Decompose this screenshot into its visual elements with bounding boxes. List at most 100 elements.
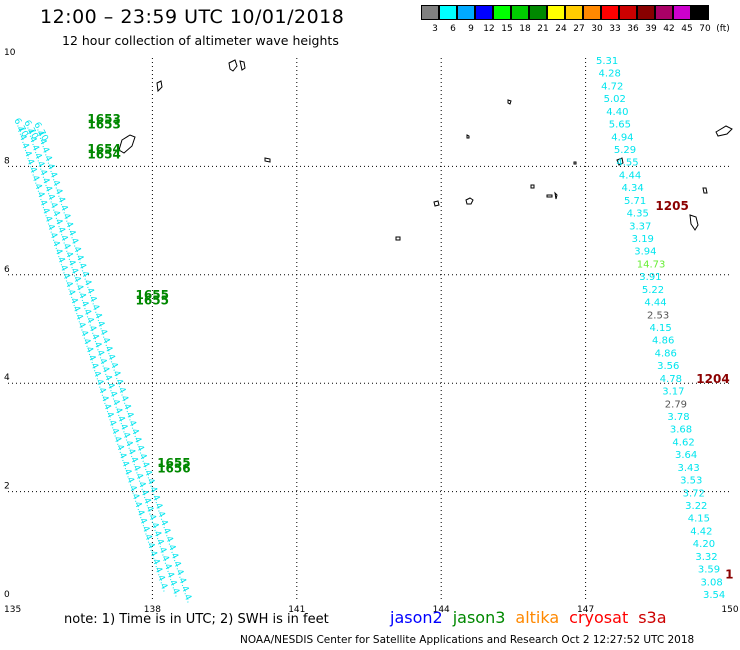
island-small-6	[546, 191, 558, 200]
left-track-value: 4.	[101, 402, 114, 414]
left-track-value: 4.	[152, 502, 165, 514]
scale-swatch-42	[655, 5, 673, 20]
left-track-value: 4.	[97, 357, 110, 369]
left-track-value: 4.	[141, 496, 154, 508]
time-label: 1655	[157, 456, 190, 470]
track-value: 4.35	[627, 209, 649, 220]
left-track-value: 4.	[97, 328, 110, 340]
track-value: 4.86	[652, 336, 674, 347]
left-track-value: 4.	[47, 170, 60, 182]
left-track-value: 4.	[34, 129, 47, 141]
scale-label-9: 9	[468, 24, 474, 34]
legend-jason2: jason2	[390, 608, 443, 627]
left-track-value: 4.	[79, 270, 92, 282]
left-track-value: 4.	[50, 239, 63, 251]
left-track-value: 4.	[60, 242, 73, 254]
lon-tick-147: 147	[577, 605, 594, 615]
scale-swatch-70	[691, 5, 709, 20]
track-value: 5.71	[624, 196, 646, 207]
left-track-value: 4.	[131, 435, 144, 447]
left-track-value: 4.	[86, 324, 99, 336]
left-track-value: 4.	[117, 423, 130, 435]
left-track-value: 4.	[112, 406, 125, 418]
scale-label-12: 12	[483, 24, 495, 34]
time-label: 1656	[157, 462, 190, 476]
scale-label-24: 24	[555, 24, 567, 34]
scale-label-45: 45	[681, 24, 693, 34]
island-east-3	[715, 125, 733, 137]
left-track-value: 4.	[160, 526, 173, 538]
left-track-value: 4.	[164, 570, 177, 582]
track-value: 3.43	[678, 463, 700, 474]
track-time-labels: 1653165316541654165516551655165612051204…	[87, 112, 733, 581]
left-track-value: 4.	[133, 472, 146, 484]
track-value: 5.29	[614, 145, 636, 156]
left-track-value: 4.	[167, 579, 180, 591]
island-ngulu	[156, 80, 163, 93]
left-track-value: 4.	[110, 369, 123, 381]
island-palau-north	[118, 134, 136, 154]
left-track-value: 4.	[121, 402, 134, 414]
lat-tick-6: 6	[4, 265, 10, 275]
legend-jason3: jason3	[452, 608, 506, 627]
left-track-value: 4.	[34, 160, 47, 172]
left-track-value: 4.	[32, 182, 45, 194]
scale-label-39: 39	[645, 24, 657, 34]
track-value: 4.15	[650, 323, 672, 334]
track-value: 3.32	[695, 552, 717, 563]
left-track-value: 4.	[55, 255, 68, 267]
left-track-value: 4.	[47, 231, 60, 243]
left-track-value: 4.	[24, 127, 37, 139]
scale-swatch-24	[547, 5, 565, 20]
scale-label-30: 30	[591, 24, 603, 34]
scale-swatch-33	[601, 5, 619, 20]
left-track-value: 4.	[136, 480, 149, 492]
island-small-4	[573, 161, 577, 165]
scale-swatch-36	[619, 5, 637, 20]
left-track-value: 4.	[68, 296, 81, 308]
left-track-value: 4.	[128, 455, 141, 467]
track-value: 4.42	[690, 526, 712, 537]
scale-swatch-3	[421, 5, 439, 20]
left-track-value: 4.	[152, 565, 165, 577]
left-track-value: 4.	[132, 500, 145, 512]
left-track-value: 4.	[139, 525, 152, 537]
left-track-value: 4.	[111, 435, 124, 447]
left-track-value: 4.	[179, 584, 192, 596]
left-track-value: 4.	[110, 398, 123, 410]
left-track-value: 4.	[65, 258, 78, 270]
left-track-value: 4.	[40, 176, 53, 188]
left-track-value: 4.	[60, 272, 73, 284]
time-label: 1205	[655, 199, 688, 213]
scale-label-3: 3	[432, 24, 438, 34]
left-track-value: 4.	[119, 459, 132, 471]
right-altimeter-track: 5.314.284.725.024.405.654.945.294.554.44…	[596, 56, 725, 601]
left-track-value: 4.	[89, 303, 102, 315]
island-small-1	[264, 157, 271, 163]
track-value: 5.31	[596, 56, 618, 67]
left-track-value: 4.	[176, 576, 189, 588]
left-track-value: 4.	[142, 469, 155, 481]
island-small-8	[433, 200, 440, 207]
left-track-value: 4.	[126, 419, 139, 431]
left-track-value: 4.	[102, 373, 115, 385]
left-track-value: 4.	[42, 184, 55, 196]
island-chuuk	[616, 157, 624, 166]
left-track-value: 4.	[114, 443, 127, 455]
scale-label-33: 33	[609, 24, 621, 34]
left-track-value: 4.	[146, 513, 159, 525]
lat-tick-2: 2	[4, 482, 10, 492]
left-track-value: 4.	[88, 361, 101, 373]
left-track-value: 4.	[45, 162, 58, 174]
left-track-value: 4.	[139, 460, 152, 472]
left-track-value: 4.	[121, 468, 134, 480]
lat-tick-4: 4	[4, 373, 10, 383]
left-track-value: 4.	[138, 488, 151, 500]
left-track-value: 4.	[63, 280, 76, 292]
left-track-value: 4.	[134, 444, 147, 456]
left-track-value: 4.	[125, 447, 138, 459]
map-grid	[8, 58, 730, 600]
left-track-value: 4.	[95, 319, 108, 331]
scale-swatch-30	[583, 5, 601, 20]
